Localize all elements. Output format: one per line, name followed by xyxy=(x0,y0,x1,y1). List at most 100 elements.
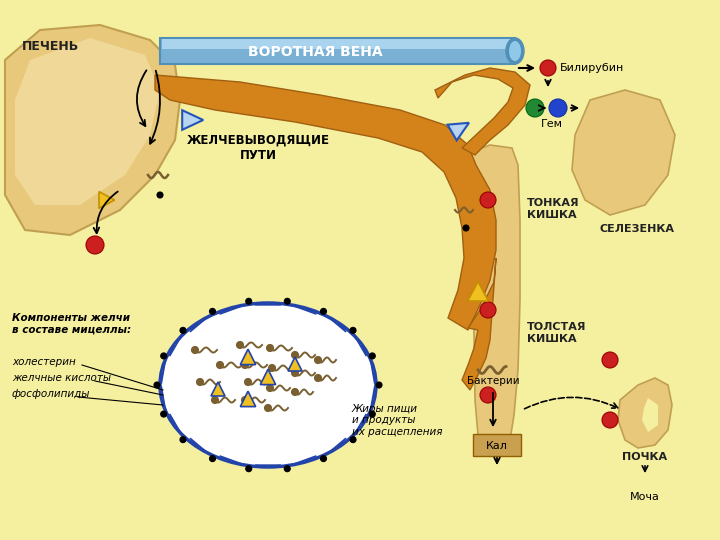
FancyBboxPatch shape xyxy=(473,434,521,456)
Polygon shape xyxy=(354,414,366,436)
Circle shape xyxy=(210,308,215,314)
Circle shape xyxy=(549,99,567,117)
Circle shape xyxy=(284,465,290,472)
Polygon shape xyxy=(618,378,672,448)
Text: Моча: Моча xyxy=(630,492,660,502)
Polygon shape xyxy=(182,110,203,130)
Polygon shape xyxy=(99,192,114,208)
Circle shape xyxy=(369,411,375,417)
Polygon shape xyxy=(370,359,375,384)
Polygon shape xyxy=(161,359,166,384)
Circle shape xyxy=(320,456,326,462)
Circle shape xyxy=(264,404,271,411)
Polygon shape xyxy=(326,315,346,332)
FancyBboxPatch shape xyxy=(162,39,512,49)
Polygon shape xyxy=(15,38,160,205)
Ellipse shape xyxy=(160,303,376,467)
Polygon shape xyxy=(255,303,281,305)
Circle shape xyxy=(210,456,215,462)
Polygon shape xyxy=(370,386,375,411)
Polygon shape xyxy=(462,258,496,390)
Polygon shape xyxy=(155,75,496,330)
Circle shape xyxy=(197,379,204,386)
Circle shape xyxy=(369,353,375,359)
Polygon shape xyxy=(326,438,346,455)
Circle shape xyxy=(180,327,186,333)
Polygon shape xyxy=(292,456,316,465)
Circle shape xyxy=(315,375,322,381)
Polygon shape xyxy=(220,305,244,314)
Circle shape xyxy=(161,353,167,359)
Circle shape xyxy=(602,352,618,368)
Circle shape xyxy=(246,298,252,305)
Text: СЕЛЕЗЕНКА: СЕЛЕЗЕНКА xyxy=(600,224,675,234)
Text: холестерин: холестерин xyxy=(12,357,76,367)
Text: Бактерии: Бактерии xyxy=(467,376,519,386)
Polygon shape xyxy=(467,281,488,301)
Circle shape xyxy=(292,388,299,395)
Circle shape xyxy=(480,387,496,403)
Polygon shape xyxy=(462,145,520,450)
Circle shape xyxy=(157,192,163,198)
Polygon shape xyxy=(292,305,316,314)
Circle shape xyxy=(269,364,276,372)
Circle shape xyxy=(212,396,218,403)
Circle shape xyxy=(480,192,496,208)
Circle shape xyxy=(350,327,356,333)
Polygon shape xyxy=(255,465,281,467)
Circle shape xyxy=(246,465,252,472)
Circle shape xyxy=(245,379,251,386)
Circle shape xyxy=(292,369,299,376)
Polygon shape xyxy=(161,386,166,411)
Circle shape xyxy=(602,412,618,428)
Polygon shape xyxy=(642,398,658,432)
Polygon shape xyxy=(572,90,675,215)
Polygon shape xyxy=(190,315,210,332)
Polygon shape xyxy=(435,68,530,155)
Polygon shape xyxy=(220,456,244,465)
Circle shape xyxy=(192,347,199,354)
Text: желчные кислоты: желчные кислоты xyxy=(12,373,111,383)
Text: ТОНКАЯ
КИШКА: ТОНКАЯ КИШКА xyxy=(527,198,580,220)
Polygon shape xyxy=(240,349,256,364)
Polygon shape xyxy=(261,369,276,384)
Text: Компоненты желчи
в составе мицеллы:: Компоненты желчи в составе мицеллы: xyxy=(12,313,131,335)
Text: Билирубин: Билирубин xyxy=(560,63,624,73)
Polygon shape xyxy=(170,414,182,436)
Circle shape xyxy=(480,302,496,318)
Text: ВОРОТНАЯ ВЕНА: ВОРОТНАЯ ВЕНА xyxy=(248,45,382,59)
Circle shape xyxy=(540,60,556,76)
Circle shape xyxy=(266,384,274,391)
Polygon shape xyxy=(211,382,225,396)
FancyBboxPatch shape xyxy=(160,38,515,64)
Circle shape xyxy=(292,352,299,359)
Ellipse shape xyxy=(506,38,524,64)
Text: ПОЧКА: ПОЧКА xyxy=(622,452,667,462)
Text: Жиры пищи
и продукты
их расщепления: Жиры пищи и продукты их расщепления xyxy=(352,404,443,437)
Polygon shape xyxy=(170,334,182,356)
Circle shape xyxy=(217,361,223,368)
Circle shape xyxy=(86,236,104,254)
Polygon shape xyxy=(240,391,256,407)
Circle shape xyxy=(284,298,290,305)
Circle shape xyxy=(180,437,186,443)
Text: ЖЕЛЧЕВЫВОДЯЩИЕ
ПУТИ: ЖЕЛЧЕВЫВОДЯЩИЕ ПУТИ xyxy=(186,134,330,162)
Circle shape xyxy=(320,308,326,314)
Polygon shape xyxy=(288,357,302,371)
Circle shape xyxy=(154,382,160,388)
Polygon shape xyxy=(190,438,210,455)
Circle shape xyxy=(376,382,382,388)
Circle shape xyxy=(161,411,167,417)
Polygon shape xyxy=(448,123,469,140)
Polygon shape xyxy=(5,25,180,235)
Circle shape xyxy=(350,437,356,443)
Circle shape xyxy=(241,396,248,403)
Text: ТОЛСТАЯ
КИШКА: ТОЛСТАЯ КИШКА xyxy=(527,322,586,344)
Text: Кал: Кал xyxy=(486,441,508,451)
Text: фосфолипиды: фосфолипиды xyxy=(12,389,91,399)
Text: Гем: Гем xyxy=(541,119,563,129)
Circle shape xyxy=(463,225,469,231)
Text: ПЕЧЕНЬ: ПЕЧЕНЬ xyxy=(22,40,79,53)
Circle shape xyxy=(526,99,544,117)
Ellipse shape xyxy=(509,41,521,61)
